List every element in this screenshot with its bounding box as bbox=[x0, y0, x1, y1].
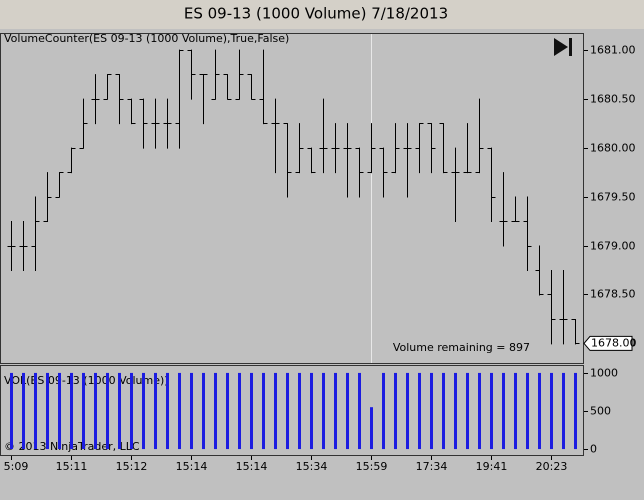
volume-bar bbox=[46, 372, 49, 450]
volume-bar bbox=[514, 372, 517, 450]
y-tick-label: 1679.00 bbox=[590, 240, 636, 253]
volume-bar bbox=[298, 372, 301, 450]
volume-bar bbox=[154, 372, 157, 450]
volume-bar bbox=[370, 407, 373, 450]
chart-title: ES 09-13 (1000 Volume) 7/18/2013 bbox=[184, 5, 448, 23]
volume-bar bbox=[490, 372, 493, 450]
volume-bar bbox=[70, 372, 73, 450]
volume-bar bbox=[22, 372, 25, 450]
volume-bar bbox=[190, 372, 193, 450]
y-tick-label: 1678.50 bbox=[590, 288, 636, 301]
x-tick-label: 15:11 bbox=[56, 460, 88, 473]
last-price-marker bbox=[583, 335, 633, 351]
volume-bar bbox=[382, 372, 385, 450]
volume-bar bbox=[166, 372, 169, 450]
title-bar bbox=[0, 0, 644, 29]
volume-bar bbox=[142, 372, 145, 450]
volume-bar bbox=[214, 372, 217, 450]
y-tick-label: 1680.50 bbox=[590, 93, 636, 106]
volume-bar bbox=[262, 372, 265, 450]
x-tick-label: 15:14 bbox=[176, 460, 208, 473]
volume-panel bbox=[0, 365, 584, 456]
volume-bar bbox=[502, 372, 505, 450]
y-tick-label: 1681.00 bbox=[590, 44, 636, 57]
volume-bar bbox=[442, 372, 445, 450]
volume-bar bbox=[322, 372, 325, 450]
volume-bar bbox=[394, 372, 397, 450]
volume-bar bbox=[250, 372, 253, 450]
volume-bar bbox=[130, 372, 133, 450]
volume-bar bbox=[226, 372, 229, 450]
volume-bar bbox=[310, 372, 313, 450]
volume-bar bbox=[358, 372, 361, 450]
volume-bar bbox=[34, 372, 37, 450]
x-tick-label: 15:59 bbox=[356, 460, 388, 473]
volume-bar bbox=[454, 372, 457, 450]
volume-bar bbox=[466, 372, 469, 450]
play-icon[interactable] bbox=[554, 38, 572, 56]
volume-bar bbox=[94, 372, 97, 450]
y-tick-label: 0 bbox=[590, 443, 597, 456]
x-tick-label: 15:12 bbox=[116, 460, 148, 473]
volume-bar bbox=[58, 372, 61, 450]
volume-bar bbox=[202, 372, 205, 450]
volume-bar bbox=[574, 372, 577, 450]
y-tick-label: 500 bbox=[590, 405, 611, 418]
annotation: Volume remaining = 897 bbox=[393, 341, 530, 354]
x-tick-label: 15:34 bbox=[296, 460, 328, 473]
volume-bar bbox=[238, 372, 241, 450]
volume-label: VOL(ES 09-13 (1000 Volume)) bbox=[4, 374, 169, 387]
volume-bar bbox=[562, 372, 565, 450]
volume-bar bbox=[178, 372, 181, 450]
volume-bar bbox=[538, 372, 541, 450]
x-tick-label: 20:23 bbox=[536, 460, 568, 473]
indicator-label: VolumeCounter(ES 09-13 (1000 Volume),Tru… bbox=[4, 32, 289, 45]
volume-bar bbox=[334, 372, 337, 450]
x-tick-label: 5:09 bbox=[4, 460, 29, 473]
price-panel bbox=[0, 33, 584, 364]
volume-bar bbox=[406, 372, 409, 450]
volume-bar bbox=[550, 372, 553, 450]
volume-bar bbox=[526, 372, 529, 450]
y-tick-label: 1000 bbox=[590, 367, 618, 380]
volume-bar bbox=[82, 372, 85, 450]
volume-bar bbox=[118, 372, 121, 450]
volume-bar bbox=[274, 372, 277, 450]
volume-bar bbox=[346, 372, 349, 450]
x-tick-label: 17:34 bbox=[416, 460, 448, 473]
volume-bar bbox=[10, 372, 13, 450]
play-bar[interactable] bbox=[569, 38, 572, 56]
volume-bar bbox=[478, 372, 481, 450]
y-tick-label: 1679.50 bbox=[590, 191, 636, 204]
volume-bar bbox=[418, 372, 421, 450]
volume-bar bbox=[286, 372, 289, 450]
volume-bar bbox=[106, 372, 109, 450]
last-price-label: 1678.00 bbox=[591, 336, 637, 349]
x-tick-label: 15:14 bbox=[236, 460, 268, 473]
y-tick-label: 1680.00 bbox=[590, 142, 636, 155]
x-tick-label: 19:41 bbox=[476, 460, 508, 473]
play-triangle[interactable] bbox=[554, 38, 568, 56]
volume-bar bbox=[430, 372, 433, 450]
